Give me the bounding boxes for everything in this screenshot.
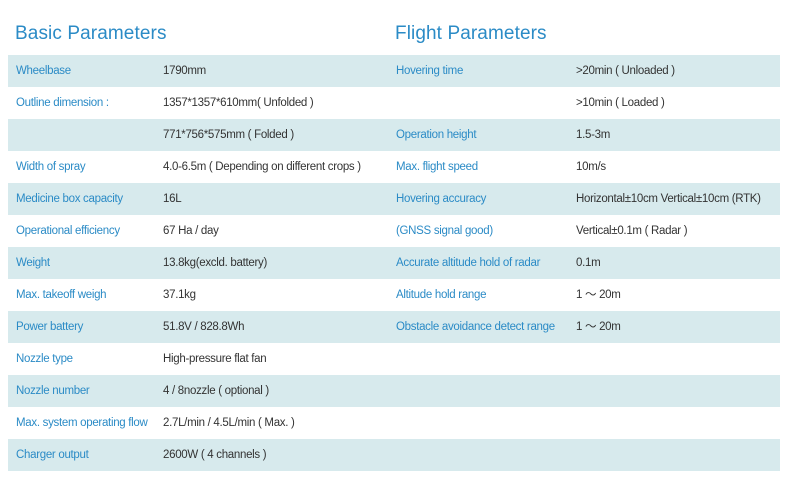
table-row: Operational efficiency 67 Ha / day (GNSS s… (0, 215, 800, 247)
basic-param-label: Nozzle number (16, 385, 90, 397)
flight-param-label: Accurate altitude hold of radar (396, 257, 541, 269)
row-stripe (8, 247, 780, 279)
basic-param-label: Weight (16, 257, 50, 269)
basic-param-value: 67 Ha / day (163, 225, 219, 237)
basic-param-value: 4.0-6.5m ( Depending on different crops … (163, 161, 361, 173)
table-row: Power battery 51.8V / 828.8Wh Obstacle avo… (0, 311, 800, 343)
table-row: Outline dimension : 1357*1357*610mm( Unfo… (0, 87, 800, 119)
basic-param-value: 51.8V / 828.8Wh (163, 321, 245, 333)
flight-param-value: 1 ～ 20m (576, 321, 621, 333)
flight-param-value: >20min ( Unloaded ) (576, 65, 675, 77)
flight-param-label: Max. flight speed (396, 161, 478, 173)
basic-param-label: Charger output (16, 449, 89, 461)
flight-param-value: Horizontal±10cm Vertical±10cm (RTK) (576, 193, 761, 205)
row-stripe (8, 375, 780, 407)
basic-param-value: 1357*1357*610mm( Unfolded ) (163, 97, 314, 109)
flight-param-value: 1 ～ 20m (576, 289, 621, 301)
basic-param-label: Wheelbase (16, 65, 71, 77)
basic-param-value: 771*756*575mm ( Folded ) (163, 129, 294, 141)
table-row: Medicine box capacity 16L Hovering accurac… (0, 183, 800, 215)
basic-param-label: Max. takeoff weigh (16, 289, 107, 301)
table-row: Max. system operating flow 2.7L/min / 4.5… (0, 407, 800, 439)
flight-param-value: 1.5-3m (576, 129, 610, 141)
table-row: Weight 13.8kg(excld. battery) Accurate alt… (0, 247, 800, 279)
basic-param-value: 2.7L/min / 4.5L/min ( Max. ) (163, 417, 295, 429)
row-stripe (8, 55, 780, 87)
table-row: 771*756*575mm ( Folded ) Operation height… (0, 119, 800, 151)
flight-param-value: 10m/s (576, 161, 606, 173)
flight-param-label: Hovering accuracy (396, 193, 487, 205)
row-stripe (8, 311, 780, 343)
row-stripe (8, 119, 780, 151)
basic-param-value: 13.8kg(excld. battery) (163, 257, 267, 269)
flight-parameters-title: Flight Parameters (395, 23, 547, 44)
basic-param-value: 37.1kg (163, 289, 196, 301)
row-stripe (8, 183, 780, 215)
flight-param-label: (GNSS signal good) (396, 225, 493, 237)
table-row: Nozzle type High-pressure flat fan (0, 343, 800, 375)
row-stripe (8, 439, 780, 471)
table-row: Charger output 2600W ( 4 channels ) (0, 439, 800, 471)
basic-parameters-title: Basic Parameters (15, 23, 167, 44)
basic-param-value: High-pressure flat fan (163, 353, 267, 365)
basic-param-label: Nozzle type (16, 353, 73, 365)
flight-param-value: 0.1m (576, 257, 601, 269)
parameters-table: Wheelbase 1790mm Hovering time >20min ( Unl… (0, 55, 800, 471)
basic-param-label: Width of spray (16, 161, 86, 173)
basic-param-label: Max. system operating flow (16, 417, 148, 429)
table-row: Wheelbase 1790mm Hovering time >20min ( Unl… (0, 55, 800, 87)
table-row: Nozzle number 4 / 8nozzle ( optional ) (0, 375, 800, 407)
table-row: Width of spray 4.0-6.5m ( Depending on di… (0, 151, 800, 183)
flight-param-label: Altitude hold range (396, 289, 487, 301)
table-row: Max. takeoff weigh 37.1kg Altitude hold ra… (0, 279, 800, 311)
flight-param-label: Operation height (396, 129, 477, 141)
basic-param-label: Medicine box capacity (16, 193, 123, 205)
row-stripes (8, 55, 780, 471)
basic-param-label: Power battery (16, 321, 84, 333)
basic-param-value: 2600W ( 4 channels ) (163, 449, 267, 461)
basic-param-label: Operational efficiency (16, 225, 120, 237)
basic-param-label: Outline dimension : (16, 97, 109, 109)
basic-param-value: 4 / 8nozzle ( optional ) (163, 385, 269, 397)
flight-param-value: >10min ( Loaded ) (576, 97, 665, 109)
flight-param-label: Hovering time (396, 65, 464, 77)
basic-param-value: 16L (163, 193, 182, 205)
flight-param-label: Obstacle avoidance detect range (396, 321, 555, 333)
basic-param-value: 1790mm (163, 65, 206, 77)
flight-param-value: Vertical±0.1m ( Radar ) (576, 225, 688, 237)
